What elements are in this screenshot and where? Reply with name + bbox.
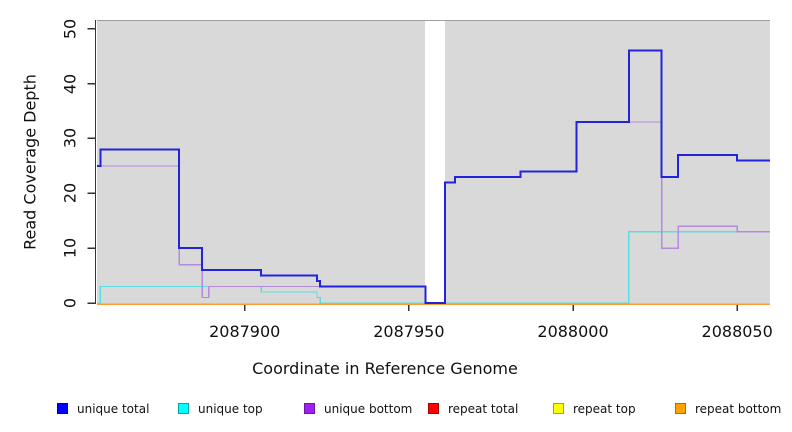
legend-swatch-unique-total [57, 403, 68, 414]
x-tick-label: 2087950 [373, 322, 445, 341]
series-line-unique-total [97, 49, 770, 304]
legend-label: unique top [198, 402, 263, 416]
legend-swatch-repeat-total [428, 403, 439, 414]
x-axis-title: Coordinate in Reference Genome [252, 359, 518, 378]
legend-label: unique total [77, 402, 150, 416]
x-tick-label: 2087900 [209, 322, 281, 341]
legend-label: repeat top [573, 402, 636, 416]
no-data-gap-band [425, 21, 445, 303]
series-line-unique-top [97, 231, 770, 304]
legend-label: repeat bottom [695, 402, 782, 416]
legend-swatch-unique-bottom [304, 403, 315, 414]
x-tick-label: 2088050 [701, 322, 773, 341]
legend-swatch-repeat-top [553, 403, 564, 414]
legend-label: unique bottom [324, 402, 413, 416]
x-tick-label: 2088000 [537, 322, 609, 341]
legend-swatch-unique-top [178, 403, 189, 414]
legend-swatch-repeat-bottom [675, 403, 686, 414]
legend-label: repeat total [448, 402, 519, 416]
